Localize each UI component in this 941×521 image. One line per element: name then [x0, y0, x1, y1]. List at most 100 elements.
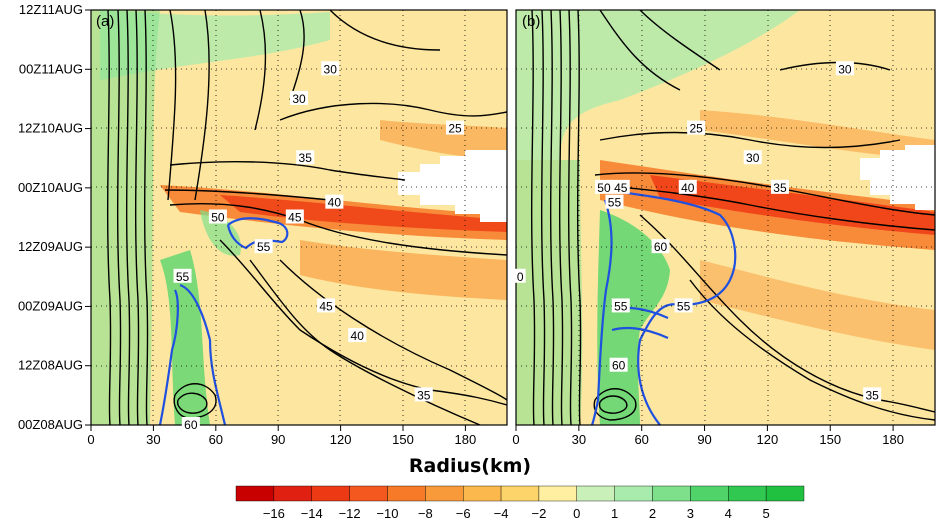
colorbar-swatch — [425, 485, 464, 502]
y-tick-label: 12Z10AUG — [18, 121, 83, 136]
contour-label-background — [770, 179, 789, 194]
y-tick-label: 12Z11AUG — [19, 2, 83, 17]
contour-label: 35 — [417, 388, 431, 402]
contour-label-background — [290, 90, 308, 105]
x-tick-label: 0 — [512, 432, 519, 447]
contour-label-background — [605, 194, 624, 209]
contour-label: 25 — [448, 122, 462, 136]
contour-label: 55 — [608, 196, 622, 210]
contour-label: 40 — [351, 329, 365, 343]
panel-a-gridlines — [91, 10, 507, 425]
contour-label: 35 — [865, 388, 879, 402]
contour-label: 55 — [614, 299, 628, 313]
colorbar-label: −14 — [301, 506, 323, 521]
blue-contours — [590, 188, 737, 425]
colorbar-swatch — [463, 485, 502, 502]
colorbar-swatch — [273, 485, 312, 502]
x-tick-label: 120 — [757, 432, 779, 447]
contour-label: 55 — [677, 299, 691, 313]
colorbar-label: −10 — [376, 506, 398, 521]
contour-label: 60 — [184, 418, 198, 432]
contour-label-background — [348, 328, 367, 343]
y-tick-label: 00Z08AUG — [18, 417, 83, 432]
contour-label: 25 — [689, 122, 703, 136]
x-tick-label: 150 — [819, 432, 841, 447]
strong-negative-band — [220, 195, 507, 232]
y-axis-tick-labels: 00Z08AUG 12Z08AUG 00Z09AUG 12Z09AUG 00Z10AUG… — [18, 2, 91, 432]
contour-label-background — [651, 239, 670, 254]
colorbar-label: −12 — [339, 506, 361, 521]
blue-contours — [158, 217, 289, 425]
contour-label-background — [296, 150, 315, 165]
colorbar-swatch — [235, 485, 275, 502]
x-tick-label: 60 — [634, 432, 648, 447]
panel-b-label: (b) — [522, 13, 540, 30]
contour-label-background — [687, 120, 706, 135]
colorbar — [235, 485, 805, 502]
contour-label: 55 — [257, 240, 271, 254]
contour-label-background — [609, 357, 628, 372]
x-tick-label: 90 — [697, 432, 711, 447]
panel-b-frame — [515, 9, 936, 426]
colorbar-swatch — [614, 485, 653, 502]
negative-region — [700, 110, 935, 160]
colorbar-label: 2 — [649, 506, 656, 521]
colorbar-swatch — [576, 485, 615, 502]
contour-label: 30 — [746, 151, 760, 165]
contour-lines — [106, 10, 507, 425]
contour-label: 50 — [211, 211, 225, 225]
colorbar-label: −16 — [263, 506, 285, 521]
x-tick-label: 90 — [271, 432, 285, 447]
contour-label-background — [594, 179, 613, 194]
negative-region — [300, 240, 507, 300]
panel-a: 30 30 25 35 40 45 50 55 55 45 40 35 60 (a) — [90, 9, 508, 432]
positive-region — [91, 10, 160, 425]
colorbar-label: −6 — [456, 506, 471, 521]
contour-label-background — [446, 120, 464, 135]
colorbar-label: 0 — [573, 506, 580, 521]
contour-lines — [530, 10, 935, 425]
strong-positive-region — [160, 250, 210, 425]
panel-b-x-tick-labels: 0 30 60 90 120 150 180 — [512, 425, 904, 447]
colorbar-swatch — [538, 485, 578, 502]
positive-region — [516, 160, 583, 425]
contour-label: 50 — [597, 181, 611, 195]
contour-label: 35 — [299, 151, 313, 165]
strong-negative-band — [650, 175, 935, 235]
contour-label-background — [835, 61, 854, 76]
contour-label: 40 — [681, 181, 695, 195]
contour-label-background — [208, 209, 227, 224]
contour-label-background — [678, 179, 697, 194]
contour-label: 35 — [773, 181, 787, 195]
colorbar-label: −8 — [418, 506, 433, 521]
contour-label: 30 — [324, 62, 338, 76]
x-tick-label: 30 — [572, 432, 586, 447]
x-axis-label: Radius(km) — [409, 455, 531, 477]
panel-a-contour-labels: 30 30 25 35 40 45 50 55 55 45 40 35 60 — [173, 61, 464, 432]
colorbar-swatch — [728, 485, 767, 502]
colorbar-label: 1 — [611, 506, 618, 521]
contour-label-background — [173, 268, 192, 283]
contour-label-background — [863, 387, 882, 402]
contour-label: 45 — [614, 181, 628, 195]
x-tick-label: 180 — [455, 432, 477, 447]
colorbar-swatch — [311, 485, 350, 502]
contour-label-background — [611, 179, 630, 194]
colorbar-label: −4 — [494, 506, 509, 521]
contour-label: 60 — [612, 359, 626, 373]
y-tick-label: 00Z10AUG — [18, 180, 83, 195]
colorbar-swatch — [500, 485, 540, 502]
panel-a-frame — [90, 9, 508, 426]
contour-label-background — [181, 417, 200, 431]
panel-a-label: (a) — [96, 13, 114, 30]
colorbar-label: −2 — [532, 506, 547, 521]
colorbar-labels: −16 −14 −12 −10 −8 −6 −4 −2 0 1 2 3 4 5 — [263, 506, 770, 521]
contour-label-background — [674, 298, 693, 313]
colorbar-label: 5 — [763, 506, 770, 521]
contour-label-background — [514, 268, 526, 283]
x-tick-label: 150 — [392, 432, 414, 447]
y-tick-label: 00Z11AUG — [19, 61, 83, 76]
